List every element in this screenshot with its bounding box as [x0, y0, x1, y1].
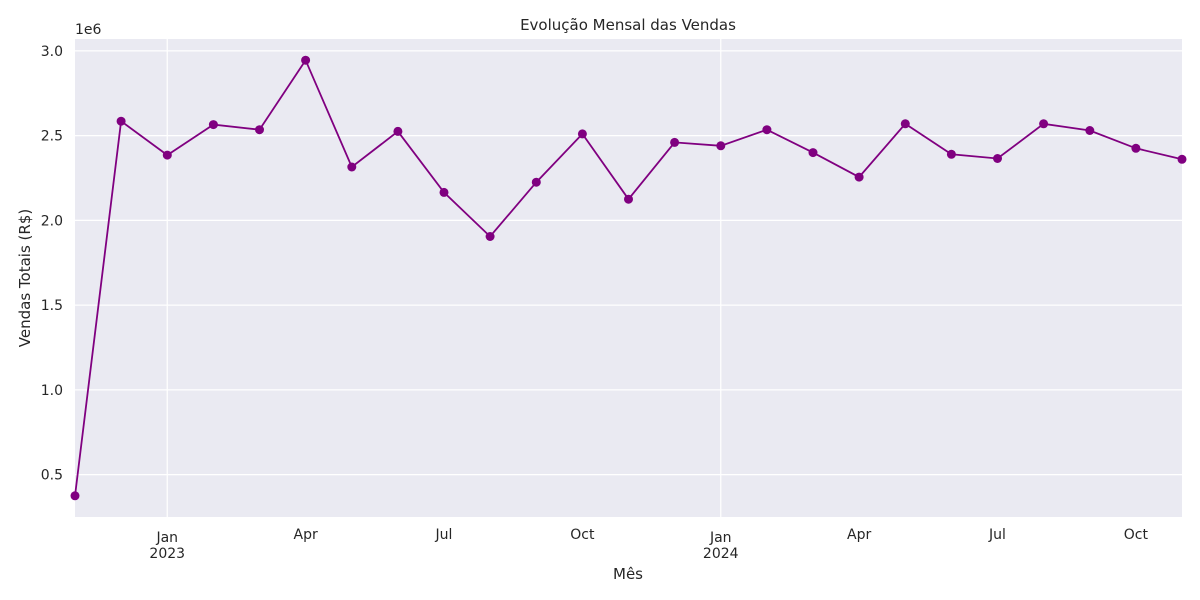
data-point: [393, 126, 403, 136]
y-offset-label: 1e6: [75, 22, 102, 38]
x-tick-label: Jan: [155, 530, 178, 546]
data-point: [762, 125, 772, 135]
y-tick-label: 1.0: [41, 383, 63, 399]
x-tick-label: Jan: [709, 530, 732, 546]
y-tick-label: 3.0: [41, 44, 63, 60]
y-tick-label: 0.5: [41, 468, 63, 484]
data-point: [116, 116, 126, 126]
data-point: [900, 119, 910, 129]
grid-lines: [75, 39, 1182, 517]
data-point: [1131, 143, 1141, 153]
data-point: [208, 120, 218, 130]
plot-background: [75, 39, 1182, 517]
data-point: [854, 172, 864, 182]
data-point: [531, 177, 541, 187]
chart-title: Evolução Mensal das Vendas: [520, 16, 736, 34]
series-layer: [70, 55, 1187, 501]
y-tick-label: 2.0: [41, 213, 63, 229]
data-point: [439, 187, 449, 197]
data-point: [162, 150, 172, 160]
x-tick-label: Oct: [570, 527, 595, 543]
x-tick-label: Jul: [435, 527, 453, 543]
x-tick-year-label: 2024: [703, 546, 739, 562]
data-point: [1177, 154, 1187, 164]
data-point: [716, 141, 726, 151]
x-tick-year-label: 2023: [149, 546, 185, 562]
data-point: [347, 162, 357, 172]
x-tick-label: Apr: [294, 527, 318, 543]
data-point: [485, 232, 495, 241]
data-point: [577, 129, 587, 139]
x-tick-label: Apr: [847, 527, 871, 543]
data-point: [808, 148, 818, 158]
data-point: [946, 149, 956, 159]
data-point: [301, 55, 311, 65]
data-point: [670, 137, 680, 147]
x-axis-label: Mês: [613, 565, 643, 583]
y-tick-label: 2.5: [41, 129, 63, 145]
y-axis-label: Vendas Totais (R$): [16, 209, 34, 347]
x-tick-label: Oct: [1124, 527, 1149, 543]
data-point: [1039, 119, 1049, 129]
data-point: [993, 154, 1002, 163]
data-point: [1085, 126, 1095, 135]
y-tick-label: 1.5: [41, 298, 63, 314]
data-point: [70, 491, 80, 501]
data-point: [624, 194, 633, 204]
x-tick-label: Jul: [988, 527, 1006, 543]
data-point: [255, 125, 264, 135]
